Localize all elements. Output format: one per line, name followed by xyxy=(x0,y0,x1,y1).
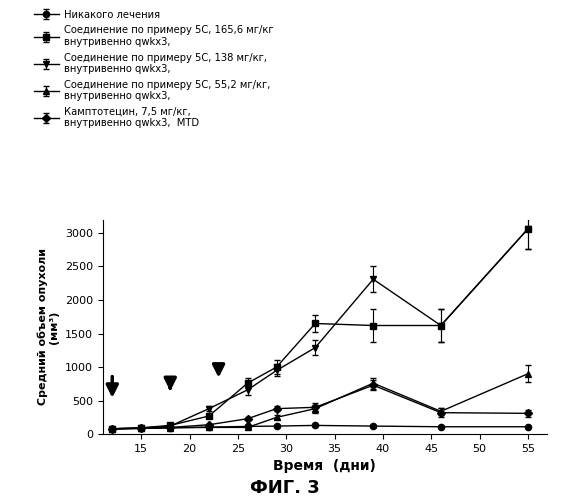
Y-axis label: Средний объем опухоли
(мм³): Средний объем опухоли (мм³) xyxy=(37,249,59,405)
Legend: Никакого лечения, Соединение по примеру 5С, 165,6 мг/кг
внутривенно qwkx3,, Соед: Никакого лечения, Соединение по примеру … xyxy=(34,10,273,128)
X-axis label: Время  (дни): Время (дни) xyxy=(274,460,376,474)
Text: ФИГ. 3: ФИГ. 3 xyxy=(250,479,320,497)
